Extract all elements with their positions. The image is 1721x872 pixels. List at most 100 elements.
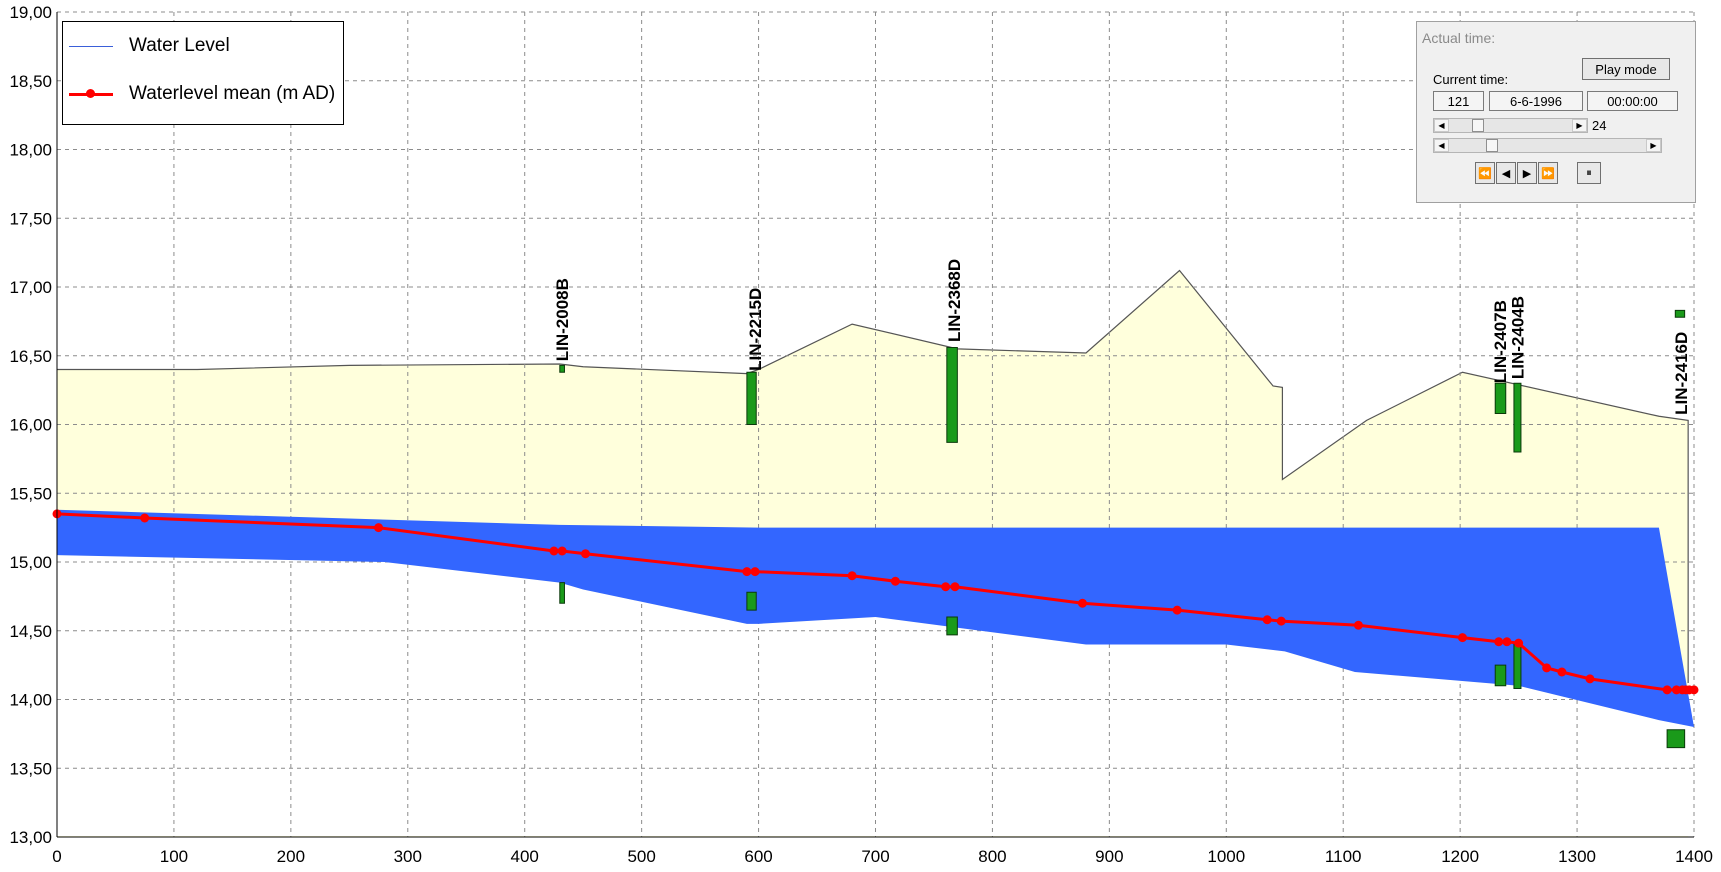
- ground-outline: [57, 269, 1689, 683]
- x-tick-label: 700: [861, 847, 889, 866]
- mean-point: [557, 546, 567, 556]
- legend-label: Waterlevel mean (m AD): [129, 83, 336, 104]
- slider-thumb[interactable]: [1471, 119, 1484, 132]
- panel-title: Actual time:: [1422, 30, 1496, 46]
- structure-box: [1674, 309, 1686, 318]
- mean-point: [1662, 685, 1672, 695]
- structure-box: [1494, 664, 1507, 687]
- step-forward-button[interactable]: ▶: [1517, 162, 1537, 184]
- x-tick-label: 1100: [1325, 847, 1362, 866]
- x-tick-label: 1300: [1558, 847, 1596, 866]
- step-back-button[interactable]: ◀: [1496, 162, 1516, 184]
- mean-point: [1494, 637, 1504, 647]
- x-tick-label: 1200: [1441, 847, 1479, 866]
- mean-point: [941, 582, 951, 592]
- structure-label: LIN-2416D: [1672, 332, 1691, 415]
- legend-item-waterlevel-mean: Waterlevel mean (m AD): [63, 82, 335, 106]
- structure-box: [1513, 382, 1522, 453]
- water-level-band: [57, 509, 1694, 727]
- x-tick-label: 800: [978, 847, 1006, 866]
- pause-button[interactable]: ⏸: [1577, 162, 1601, 184]
- mean-point: [1457, 633, 1467, 643]
- x-tick-label: 300: [394, 847, 422, 866]
- y-tick-label: 16,50: [9, 347, 52, 366]
- mean-point: [374, 523, 384, 533]
- mean-point: [1689, 685, 1699, 695]
- mean-point: [1514, 638, 1524, 648]
- legend-swatch-red: [69, 84, 119, 104]
- mean-point: [1557, 667, 1567, 677]
- waterlevel-mean-series: [52, 509, 1699, 695]
- structure-box: [1494, 382, 1507, 414]
- mean-point: [950, 582, 960, 592]
- mean-point: [1542, 663, 1552, 673]
- structure-box: [746, 371, 757, 425]
- slider-right-arrow-icon[interactable]: ▶: [1572, 119, 1587, 132]
- legend-swatch-blue: [69, 36, 119, 56]
- y-tick-label: 14,00: [9, 691, 52, 710]
- y-tick-label: 17,50: [9, 209, 52, 228]
- play-mode-button[interactable]: Play mode: [1582, 58, 1670, 80]
- mean-point: [549, 546, 559, 556]
- structure-label: LIN-2008B: [553, 278, 572, 361]
- structure-box: [559, 364, 565, 373]
- mean-point: [1077, 598, 1087, 608]
- x-tick-label: 600: [744, 847, 772, 866]
- mean-point: [1585, 674, 1595, 684]
- x-tick-label: 1000: [1207, 847, 1245, 866]
- slider-right-arrow-icon[interactable]: ▶: [1646, 139, 1661, 152]
- y-tick-label: 18,00: [9, 141, 52, 160]
- y-tick-label: 18,50: [9, 72, 52, 91]
- legend: Water Level Waterlevel mean (m AD): [62, 21, 344, 125]
- structure-label: LIN-2368D: [945, 259, 964, 342]
- y-tick-label: 13,00: [9, 828, 52, 847]
- mean-point: [742, 567, 752, 577]
- step-field[interactable]: 121: [1433, 91, 1484, 111]
- legend-label: Water Level: [129, 35, 230, 56]
- y-tick-label: 19,00: [9, 3, 52, 22]
- mean-point: [1276, 616, 1286, 626]
- y-tick-label: 15,50: [9, 484, 52, 503]
- y-tick-label: 15,00: [9, 553, 52, 572]
- mean-point: [750, 567, 760, 577]
- mean-point: [140, 513, 150, 523]
- structure-label: LIN-2407B: [1491, 300, 1510, 383]
- x-tick-label: 400: [511, 847, 539, 866]
- actual-time-panel: Actual time: Play mode Current time: 121…: [1416, 21, 1696, 203]
- structure-box: [746, 591, 757, 611]
- mean-point: [1172, 605, 1182, 615]
- time-slider[interactable]: ◀ ▶: [1433, 138, 1662, 153]
- date-field[interactable]: 6-6-1996: [1489, 91, 1583, 111]
- slider-thumb[interactable]: [1486, 139, 1499, 152]
- x-tick-label: 1400: [1675, 847, 1713, 866]
- structure-box: [946, 347, 958, 443]
- slider-left-arrow-icon[interactable]: ◀: [1434, 119, 1449, 132]
- y-tick-label: 16,00: [9, 416, 52, 435]
- clock-field[interactable]: 00:00:00: [1587, 91, 1678, 111]
- structure-box: [1513, 644, 1522, 689]
- current-time-label: Current time:: [1433, 72, 1509, 87]
- mean-point: [890, 576, 900, 586]
- structure-box: [946, 616, 958, 636]
- speed-value: 24: [1592, 118, 1607, 133]
- structure-label: LIN-2404B: [1508, 296, 1527, 379]
- mean-point: [847, 571, 857, 581]
- mean-point: [1353, 620, 1363, 630]
- axes: 0 100 200 300 400 500 600 700 800 900 1000 1100 1200…: [9, 3, 1712, 866]
- x-tick-label: 500: [627, 847, 655, 866]
- x-tick-label: 200: [277, 847, 305, 866]
- structure-box: [559, 582, 565, 604]
- structure-box: [1666, 729, 1686, 749]
- x-tick-label: 0: [52, 847, 61, 866]
- slider-left-arrow-icon[interactable]: ◀: [1434, 139, 1449, 152]
- water-level-area: [57, 509, 1694, 727]
- mean-point: [581, 549, 591, 559]
- rewind-button[interactable]: ⏪: [1475, 162, 1495, 184]
- x-tick-label: 100: [160, 847, 188, 866]
- speed-slider[interactable]: ◀ ▶: [1433, 118, 1588, 133]
- fast-forward-button[interactable]: ⏩: [1538, 162, 1558, 184]
- y-tick-label: 14,50: [9, 622, 52, 641]
- y-tick-label: 17,00: [9, 278, 52, 297]
- x-tick-label: 900: [1095, 847, 1123, 866]
